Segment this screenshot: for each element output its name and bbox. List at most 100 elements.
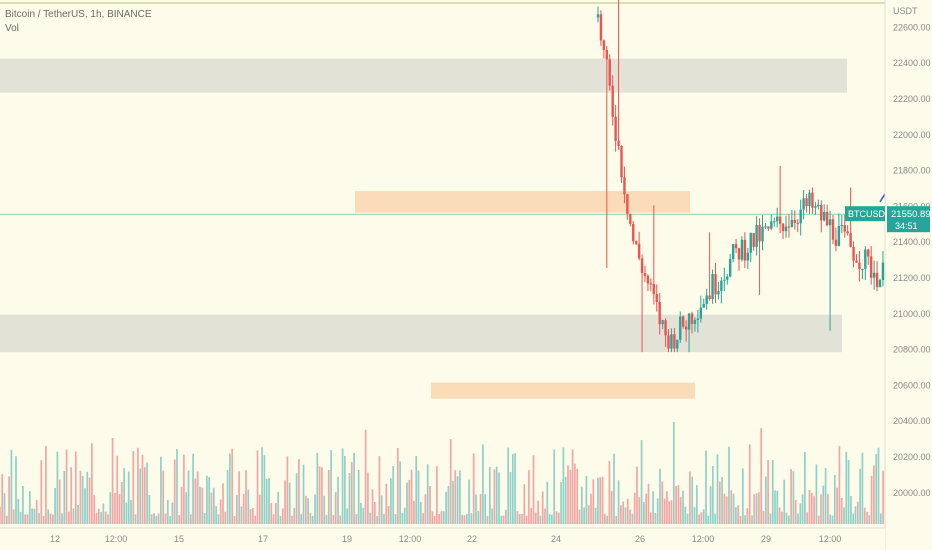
volume-bar: [505, 509, 507, 524]
volume-bar: [583, 507, 585, 524]
symbol-title[interactable]: Bitcoin / TetherUS, 1h, BINANCE: [5, 9, 152, 20]
candle-body: [617, 140, 620, 146]
volume-bar: [590, 493, 592, 524]
volume-bar: [77, 504, 79, 524]
candle-body: [608, 59, 611, 86]
volume-bar: [838, 446, 841, 524]
volume-bar: [436, 466, 438, 524]
volume-bar: [672, 421, 675, 524]
volume-bar: [679, 497, 682, 524]
volume-bar: [116, 455, 119, 524]
volume-bar: [521, 513, 523, 524]
volume-bar: [468, 479, 470, 524]
volume-bar: [691, 476, 694, 524]
volume-bar: [222, 483, 224, 524]
candle-body: [699, 307, 703, 319]
volume-bar: [364, 429, 367, 524]
candle-body: [787, 226, 791, 228]
time-tick-label: 15: [174, 534, 184, 544]
volume-bar: [479, 494, 482, 524]
volume-bar: [385, 483, 388, 524]
time-tick-label: 12:00: [692, 534, 715, 544]
candle-body: [861, 268, 864, 270]
volume-bar: [528, 470, 530, 524]
volume-bar: [146, 462, 148, 524]
volume-bar: [493, 469, 496, 524]
volume-bar: [488, 467, 491, 524]
volume-bar: [801, 494, 804, 524]
volume-bar: [394, 514, 397, 524]
volume-bar: [203, 512, 206, 524]
volume-bar: [272, 514, 275, 524]
volume-bar: [353, 452, 355, 524]
candle-body: [687, 313, 691, 330]
candle-body: [711, 274, 714, 300]
volume-bar: [728, 446, 730, 524]
volume-bar: [833, 475, 836, 524]
volume-bar: [307, 498, 309, 524]
volume-bar: [523, 484, 526, 524]
volume-bar: [790, 469, 792, 524]
volume-bar: [751, 515, 753, 524]
volume-bar: [585, 475, 588, 524]
volume-bar: [157, 513, 160, 524]
candle-body: [599, 14, 603, 41]
volume-bar: [344, 455, 346, 524]
volume-bar: [22, 485, 24, 524]
volume-bar: [613, 453, 615, 524]
volume-bar: [730, 490, 733, 524]
volume-bar: [514, 453, 516, 524]
volume-bar: [268, 478, 270, 524]
volume-bar: [847, 460, 850, 524]
candle-body: [758, 224, 761, 242]
volume-bar: [785, 512, 788, 524]
volume-bar: [781, 511, 783, 524]
volume-bar: [445, 491, 447, 524]
candle-body: [878, 279, 882, 288]
candle-body: [626, 194, 629, 214]
volume-bar: [440, 511, 443, 524]
volume-bar: [302, 464, 305, 524]
volume-bar: [277, 491, 280, 524]
volume-bar: [670, 500, 673, 524]
volume-bar: [560, 481, 562, 524]
volume-bar: [808, 490, 811, 524]
candle-body: [761, 226, 764, 242]
volume-bar: [139, 468, 142, 524]
volume-bar: [51, 514, 54, 524]
volume-bar: [242, 493, 245, 524]
volume-bar: [42, 515, 45, 524]
volume-bar: [548, 513, 551, 524]
symbol-tag-label: BTCUSDT: [848, 209, 891, 219]
volume-bar: [369, 512, 372, 524]
volume-bar: [714, 513, 717, 524]
volume-bar: [54, 488, 56, 524]
candle-body: [611, 85, 614, 117]
volume-bar: [442, 511, 445, 524]
volume-bar: [127, 471, 130, 524]
time-tick-label: 29: [761, 534, 771, 544]
candle-body: [822, 211, 826, 221]
volume-bar: [882, 470, 884, 524]
volume-bar: [408, 479, 411, 524]
candle-body: [646, 275, 650, 284]
candle-body: [752, 233, 755, 247]
volume-bar: [739, 515, 742, 524]
volume-bar: [8, 476, 10, 524]
volume-bar: [516, 511, 519, 524]
volume-bar: [877, 447, 880, 524]
volume-label[interactable]: Vol: [5, 23, 19, 34]
volume-bar: [403, 507, 406, 524]
volume-bar: [367, 472, 369, 524]
volume-bar: [702, 509, 705, 524]
volume-bar: [534, 512, 537, 524]
support-zone: [0, 314, 842, 353]
volume-bar: [245, 470, 247, 524]
volume-bar: [189, 514, 192, 524]
candle-body: [652, 283, 656, 295]
volume-bar: [47, 509, 50, 524]
volume-bar: [764, 476, 767, 524]
candle-body: [793, 220, 797, 223]
volume-bar: [716, 454, 719, 524]
